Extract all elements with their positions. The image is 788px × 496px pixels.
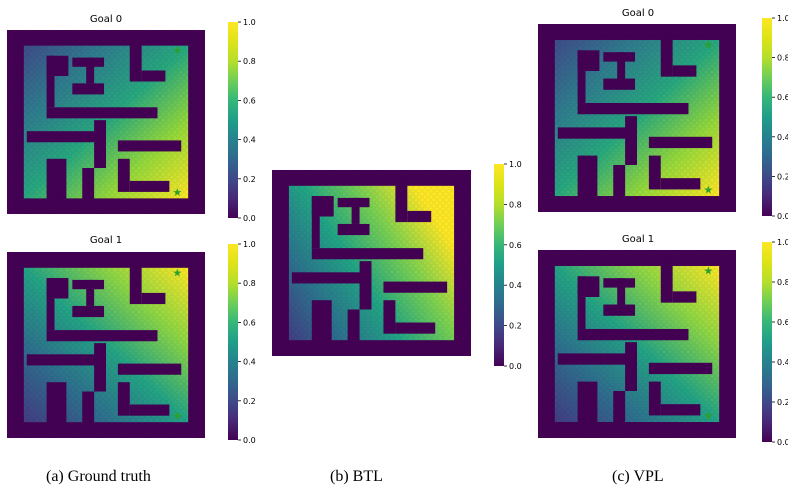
colorbar <box>762 18 772 216</box>
colorbar-tick-label: 0.6 <box>777 93 788 102</box>
maze-panel-4: ★ ★ Goal 1 0.0 0.2 0.4 0.6 0.8 1.0 <box>538 234 788 447</box>
colorbar-tick-label: 1.0 <box>243 240 256 249</box>
colorbar-tick-label: 1.0 <box>777 14 788 23</box>
colorbar <box>762 242 772 442</box>
maze-panel-2: 0.0 0.2 0.4 0.6 0.8 1.0 <box>272 160 522 371</box>
colorbar-tick-label: 0.8 <box>777 278 788 287</box>
colorbar-tick-label: 0.0 <box>777 438 788 447</box>
colorbar-tick-label: 0.6 <box>777 318 788 327</box>
colorbar-tick-label: 0.6 <box>243 318 256 327</box>
colorbar-tick-label: 0.0 <box>243 436 256 445</box>
colorbar-tick-label: 0.2 <box>777 172 788 181</box>
colorbar-tick-label: 0.8 <box>777 54 788 63</box>
colorbar-tick-label: 0.6 <box>243 96 256 105</box>
colorbar-tick-label: 0.8 <box>243 57 256 66</box>
colorbar-tick-label: 1.0 <box>243 18 256 27</box>
colorbar-tick-label: 0.0 <box>509 362 522 371</box>
maze-panel-0: ★ ★ Goal 0 0.0 0.2 0.4 0.6 0.8 1.0 <box>7 14 256 223</box>
hex-texture <box>538 24 736 212</box>
colorbar <box>494 164 504 366</box>
goal-star-icon: ★ <box>172 410 182 423</box>
colorbar-tick-label: 0.4 <box>777 358 788 367</box>
colorbar-tick-label: 0.2 <box>243 397 256 406</box>
colorbar-tick-label: 0.2 <box>509 322 522 331</box>
caption-vpl: (c) VPL <box>612 468 664 485</box>
colorbar-tick-label: 0.8 <box>243 279 256 288</box>
caption-btl: (b) BTL <box>330 468 383 485</box>
panel-title: Goal 0 <box>622 8 654 19</box>
goal-star-icon: ★ <box>703 409 713 422</box>
goal-star-icon: ★ <box>703 39 713 52</box>
colorbar-tick-label: 0.4 <box>243 358 256 367</box>
goal-star-icon: ★ <box>172 266 182 279</box>
colorbar-tick-label: 1.0 <box>509 160 522 169</box>
colorbar <box>228 22 238 218</box>
maze-panel-3: ★ ★ Goal 0 0.0 0.2 0.4 0.6 0.8 1.0 <box>538 8 788 221</box>
caption-ground-truth: (a) Ground truth <box>46 468 151 485</box>
maze-panel-1: ★ ★ Goal 1 0.0 0.2 0.4 0.6 0.8 1.0 <box>7 235 256 445</box>
goal-star-icon: ★ <box>172 186 182 199</box>
colorbar-tick-label: 0.4 <box>777 133 788 142</box>
panel-title: Goal 1 <box>90 235 122 246</box>
panel-title: Goal 1 <box>622 234 654 245</box>
hex-texture <box>538 250 736 438</box>
hex-texture <box>7 30 205 214</box>
colorbar-tick-label: 0.0 <box>777 212 788 221</box>
colorbar-tick-label: 0.4 <box>243 136 256 145</box>
colorbar-tick-label: 0.6 <box>509 241 522 250</box>
colorbar-tick-label: 0.2 <box>243 175 256 184</box>
goal-star-icon: ★ <box>703 183 713 196</box>
colorbar-tick-label: 1.0 <box>777 238 788 247</box>
colorbar <box>228 244 238 440</box>
colorbar-tick-label: 0.0 <box>243 214 256 223</box>
colorbar-tick-label: 0.8 <box>509 200 522 209</box>
goal-star-icon: ★ <box>172 44 182 57</box>
hex-texture <box>272 170 471 356</box>
colorbar-tick-label: 0.4 <box>509 281 522 290</box>
panel-title: Goal 0 <box>90 14 122 25</box>
colorbar-tick-label: 0.2 <box>777 398 788 407</box>
goal-star-icon: ★ <box>703 265 713 278</box>
hex-texture <box>7 252 205 438</box>
